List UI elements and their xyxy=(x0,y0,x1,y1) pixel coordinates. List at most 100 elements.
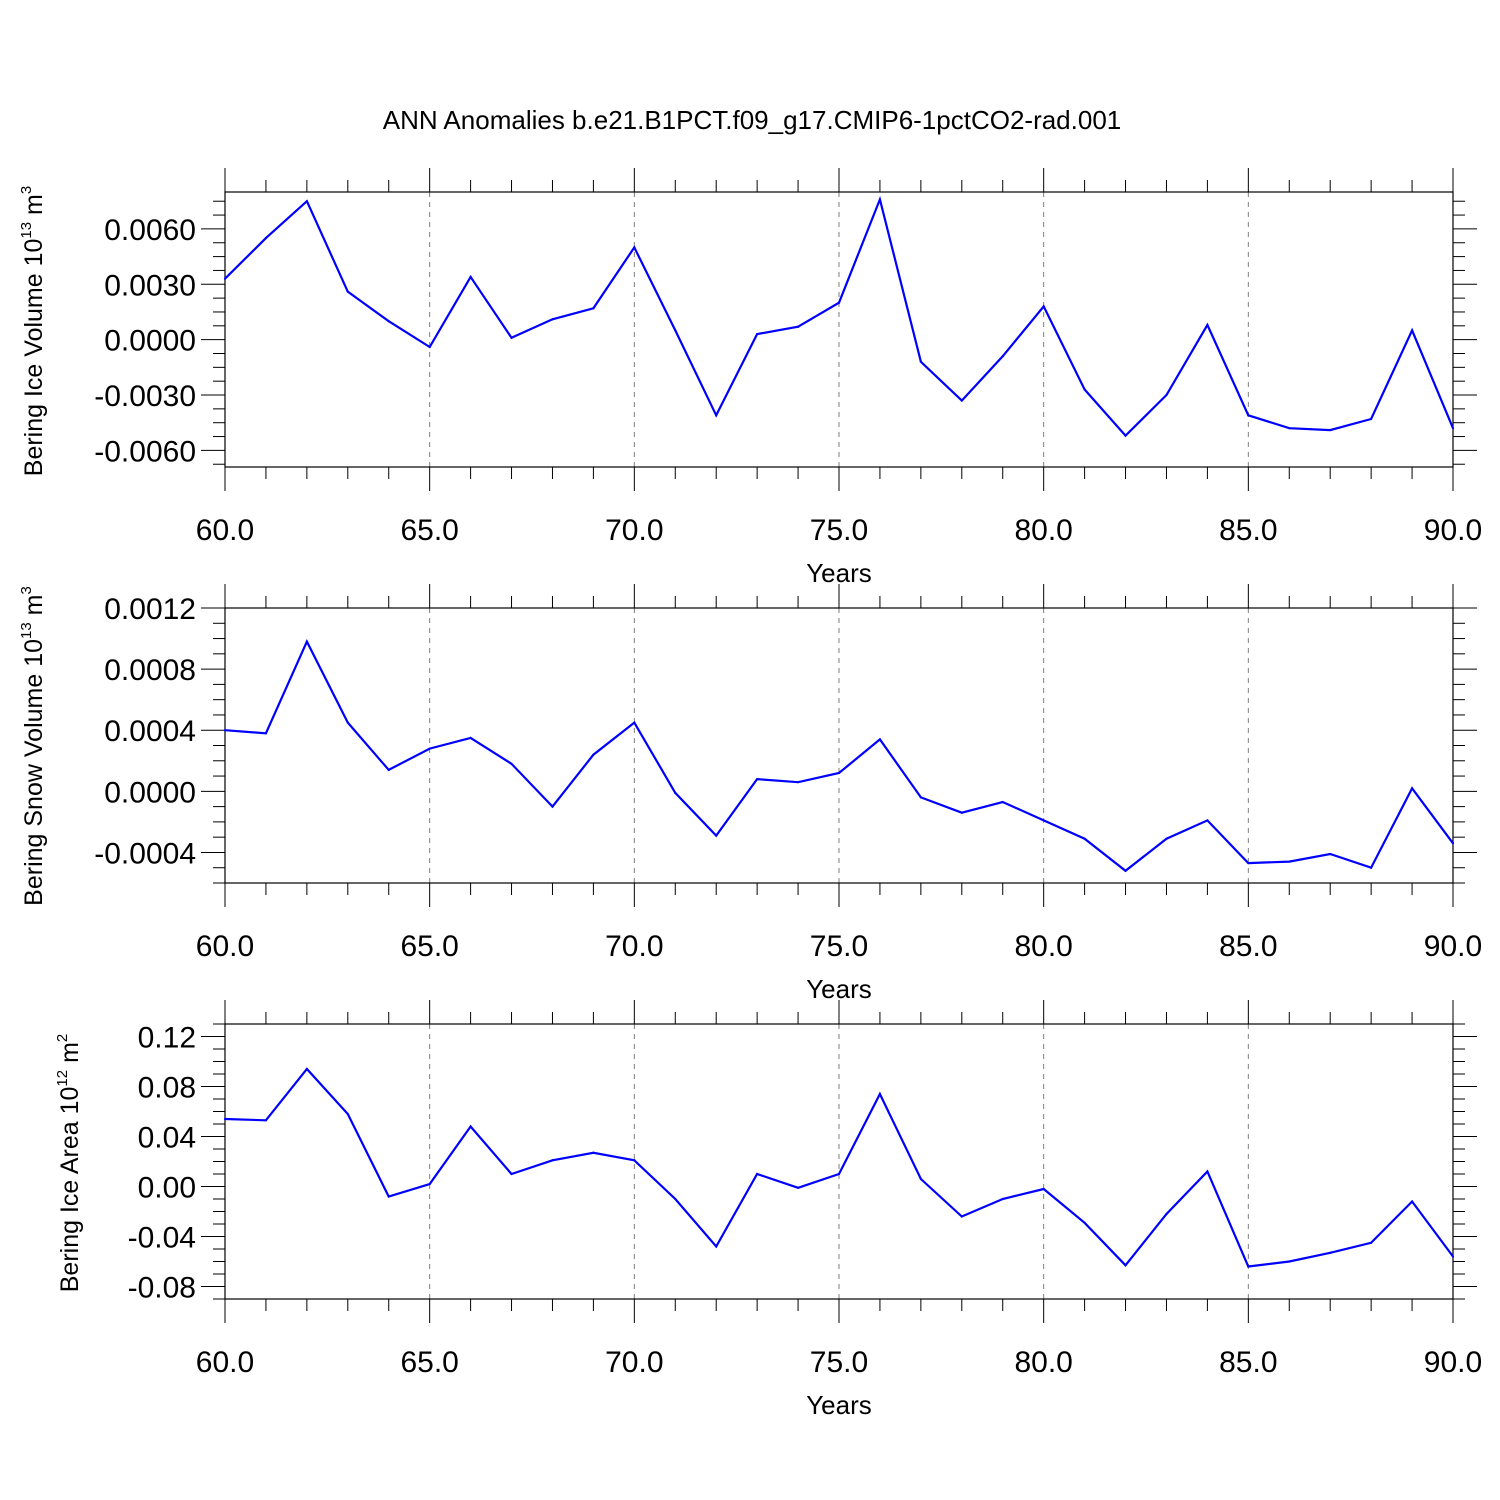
x-tick-label: 80.0 xyxy=(1014,514,1072,547)
x-tick-label: 90.0 xyxy=(1424,930,1482,963)
data-point xyxy=(837,771,841,775)
x-tick-label: 75.0 xyxy=(810,930,868,963)
x-tick-label: 90.0 xyxy=(1424,1346,1482,1379)
y-tick-label: -0.0060 xyxy=(94,435,196,468)
y-tick-label: 0.0000 xyxy=(104,325,196,358)
y-label-text: Bering Ice Volume 10 xyxy=(20,239,48,477)
data-point xyxy=(305,200,308,203)
x-tick-label: 75.0 xyxy=(810,514,868,547)
x-tick-label: 85.0 xyxy=(1219,514,1277,547)
x-tick-label: 80.0 xyxy=(1014,930,1072,963)
data-point xyxy=(1124,1264,1127,1267)
y-label-unit-exponent: 3 xyxy=(18,586,35,594)
data-point xyxy=(715,834,718,837)
data-point xyxy=(837,1172,841,1176)
data-point xyxy=(428,345,431,349)
y-tick-label: -0.04 xyxy=(128,1222,196,1255)
data-point xyxy=(264,732,268,735)
data-point xyxy=(756,333,759,336)
data-point xyxy=(1410,329,1414,332)
data-point xyxy=(960,1215,963,1218)
data-point xyxy=(1451,1255,1455,1258)
x-axis-label-ice-volume: Years xyxy=(806,558,872,588)
x-tick-label: 70.0 xyxy=(605,930,663,963)
data-point xyxy=(1370,866,1373,869)
y-label-text: Bering Snow Volume 10 xyxy=(20,639,48,906)
data-point xyxy=(674,791,677,794)
data-point xyxy=(510,762,513,765)
data-point xyxy=(715,1245,718,1248)
y-tick-label: -0.0004 xyxy=(94,837,196,870)
x-tick-label: 80.0 xyxy=(1014,1346,1072,1379)
data-point xyxy=(1165,837,1168,840)
data-point xyxy=(1083,388,1086,391)
data-point xyxy=(1001,800,1004,804)
y-tick-label: 0.00 xyxy=(138,1172,196,1205)
data-point xyxy=(387,768,390,772)
data-point xyxy=(837,301,841,304)
y-label-unit: m xyxy=(20,194,48,222)
data-point xyxy=(1083,837,1086,840)
data-point xyxy=(469,1125,472,1128)
data-point xyxy=(878,738,882,741)
data-point xyxy=(1329,852,1332,856)
data-point xyxy=(592,307,595,310)
y-axis-label-ice-area: Bering Ice Area 1012 m2 xyxy=(54,1034,84,1293)
data-point xyxy=(1001,1197,1004,1201)
data-point xyxy=(1370,1241,1373,1244)
x-tick-label: 60.0 xyxy=(196,930,254,963)
y-label-unit-exponent: 3 xyxy=(18,186,35,194)
data-point xyxy=(674,329,677,332)
data-point xyxy=(1288,1260,1291,1263)
y-tick-label: 0.0000 xyxy=(104,776,196,809)
y-label-unit-exponent: 2 xyxy=(54,1034,71,1042)
y-tick-label: 0.0004 xyxy=(104,715,196,748)
data-point xyxy=(796,325,800,328)
data-point xyxy=(592,1151,595,1154)
data-point xyxy=(1206,323,1209,326)
y-label-exponent: 12 xyxy=(54,1070,71,1087)
data-point xyxy=(346,1112,349,1116)
y-axis-label-ice-volume: Bering Ice Volume 1013 m3 xyxy=(18,186,48,476)
data-point xyxy=(1165,393,1168,397)
data-point xyxy=(1124,434,1127,437)
data-point xyxy=(1042,819,1045,822)
data-point xyxy=(674,1197,677,1201)
data-point xyxy=(223,729,227,732)
data-point xyxy=(387,320,390,323)
x-tick-label: 60.0 xyxy=(196,1346,254,1379)
x-tick-label: 70.0 xyxy=(605,1346,663,1379)
data-point xyxy=(919,360,922,363)
data-point xyxy=(633,246,636,249)
data-point xyxy=(264,1119,268,1122)
data-point xyxy=(1370,417,1373,421)
y-tick-label: 0.0030 xyxy=(104,269,196,302)
panel-ice-volume: Bering Ice Volume 1013 m3 Years 60.0 65.0… xyxy=(18,168,1482,588)
data-point xyxy=(919,1177,922,1181)
data-point xyxy=(960,811,963,814)
data-point xyxy=(1083,1221,1086,1224)
data-point xyxy=(796,781,800,784)
y-tick-label: 0.12 xyxy=(138,1022,196,1055)
data-point xyxy=(1451,842,1455,845)
data-point xyxy=(1329,428,1332,432)
x-tick-label: 90.0 xyxy=(1424,514,1482,547)
panel-ice-area: Bering Ice Area 1012 m2 Years 60.0 65.0 70… xyxy=(54,1000,1482,1420)
data-point xyxy=(960,399,963,402)
data-point xyxy=(510,1172,513,1176)
y-axis-label-snow-volume: Bering Snow Volume 1013 m3 xyxy=(18,586,48,906)
data-point xyxy=(878,1092,882,1096)
data-point xyxy=(551,805,554,808)
y-tick-label: -0.08 xyxy=(128,1272,196,1305)
x-axis-label-snow-volume: Years xyxy=(806,974,872,1004)
data-point xyxy=(510,336,513,339)
x-axis-label-ice-area: Years xyxy=(806,1390,872,1420)
panel-snow-volume: Bering Snow Volume 1013 m3 Years 60.0 65.… xyxy=(18,584,1482,1004)
x-tick-label: 65.0 xyxy=(400,514,458,547)
y-tick-label: 0.0008 xyxy=(104,654,196,687)
data-point xyxy=(1247,862,1250,865)
data-point xyxy=(346,721,349,724)
x-tick-label: 85.0 xyxy=(1219,930,1277,963)
data-point xyxy=(1247,414,1250,417)
